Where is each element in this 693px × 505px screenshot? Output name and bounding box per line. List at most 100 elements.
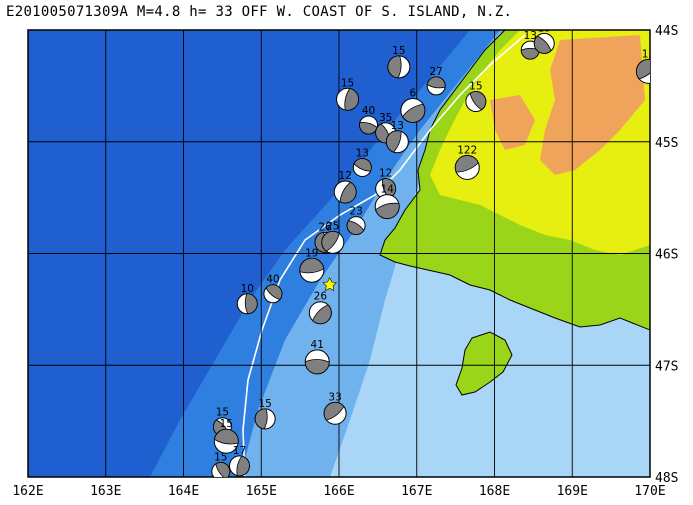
compressional-quadrant [323, 401, 345, 421]
focal-mechanism: 6 [400, 87, 426, 123]
focal-mechanism: 12 [333, 170, 357, 204]
focal-mechanism: 25 [321, 220, 345, 254]
depth-label: 15 [392, 45, 405, 57]
depth-label: 27 [430, 66, 443, 78]
focal-mechanism: 19 [299, 247, 325, 283]
depth-label: 14 [381, 184, 395, 196]
latitude-tick-label: 46S [655, 248, 678, 263]
longitude-tick-label: 166E [323, 484, 354, 499]
focal-mechanism: 13 [352, 147, 372, 177]
longitude-tick-label: 167E [401, 484, 432, 499]
depth-label: 23 [349, 206, 362, 218]
latitude-tick-labels: 44S 45S 46S 47S 48S [655, 24, 678, 486]
compressional-quadrant [344, 88, 359, 111]
focal-mechanism: 17 [228, 445, 250, 477]
depth-label: 6 [410, 87, 417, 99]
depth-label: 41 [311, 339, 324, 351]
longitude-tick-label: 163E [90, 484, 121, 499]
focal-mechanism: 122 [454, 144, 480, 180]
latitude-tick-label: 48S [655, 471, 678, 486]
focal-mechanism: 27 [426, 66, 446, 96]
longitude-tick-label: 168E [479, 484, 510, 499]
latitude-tick-label: 47S [655, 359, 678, 374]
focal-mechanism: 15 [387, 45, 411, 79]
depth-label: 40 [266, 274, 279, 286]
focal-mechanism: 23 [346, 206, 366, 236]
longitude-tick-label: 170E [634, 484, 665, 499]
focal-mechanism: 13 [385, 120, 409, 154]
focal-mechanism: 15 [254, 398, 276, 430]
compressional-quadrant [213, 428, 239, 445]
longitude-tick-label: 164E [168, 484, 199, 499]
longitude-tick-label: 162E [12, 484, 43, 499]
latitude-tick-label: 44S [655, 24, 678, 39]
compressional-quadrant [385, 130, 402, 153]
compressional-quadrant [402, 103, 426, 123]
compressional-quadrant [426, 76, 446, 89]
depth-label: 13 [356, 147, 369, 159]
focal-mechanism: 15 [211, 451, 231, 477]
depth-label: 35 [379, 112, 392, 124]
compressional-quadrant [254, 408, 268, 430]
focal-mechanism: 33 [323, 391, 347, 425]
compressional-quadrant [520, 47, 540, 60]
compressional-quadrant [236, 455, 250, 477]
compressional-quadrant [387, 55, 402, 79]
focal-mechanism: 14 [374, 184, 400, 220]
depth-label: 122 [457, 144, 477, 156]
depth-label: 12 [379, 168, 392, 180]
mountain-terrain [490, 95, 535, 150]
focal-mechanism: 40 [263, 274, 283, 304]
compressional-quadrant [321, 230, 340, 252]
compressional-quadrant [454, 155, 479, 173]
mainshock-layer [322, 277, 337, 292]
compressional-quadrant [469, 91, 487, 111]
depth-label: 15 [216, 407, 229, 419]
compressional-quadrant [346, 220, 365, 235]
depth-label: 15 [341, 77, 354, 89]
depth-label: 17 [233, 445, 246, 457]
map-title: E201005071309A M=4.8 h= 33 OFF W. COAST … [6, 4, 513, 20]
longitude-tick-label: 169E [557, 484, 588, 499]
compressional-quadrant [215, 462, 231, 477]
focal-mechanism: 26 [308, 291, 332, 325]
compressional-quadrant [304, 359, 330, 375]
depth-label: 15 [214, 451, 227, 463]
compressional-quadrant [636, 58, 650, 80]
compressional-quadrant [375, 202, 400, 219]
depth-label: 40 [362, 105, 375, 117]
alpine-fault [242, 34, 526, 477]
depth-label: 13 [524, 30, 537, 42]
focal-mechanism: 41 [304, 339, 330, 375]
focal-mechanism: 15 [533, 22, 555, 54]
depth-label: 33 [328, 391, 341, 403]
longitude-tick-label: 165E [246, 484, 277, 499]
depth-label: 26 [314, 291, 328, 303]
compressional-quadrant [339, 181, 357, 204]
depth-label: 15 [469, 81, 482, 93]
depth-label: 25 [326, 220, 339, 232]
latitude-tick-label: 45S [655, 136, 678, 151]
depth-label: 10 [241, 283, 254, 295]
depth-label: 12 [339, 170, 352, 182]
compressional-quadrant [265, 284, 283, 300]
depth-label: 12 [642, 48, 655, 60]
depth-label: 13 [391, 120, 404, 132]
mountain-terrain [540, 35, 645, 175]
focal-mechanism: 15 [336, 77, 360, 111]
mainshock-marker [322, 277, 337, 292]
focal-mechanism: 12 [635, 48, 655, 84]
depth-label: 15 [258, 398, 271, 410]
compressional-quadrant [299, 257, 325, 274]
focal-mechanism: 40 [359, 105, 379, 135]
longitude-tick-labels: 162E 163E 164E 165E 166E 167E 168E 169E 170E [12, 484, 665, 499]
compressional-quadrant [353, 158, 372, 172]
compressional-quadrant [312, 304, 332, 325]
compressional-quadrant [359, 121, 378, 135]
depth-label: 15 [220, 418, 233, 430]
depth-label: 15 [538, 22, 551, 34]
focal-mechanism: 15 [465, 81, 487, 113]
focal-mechanism: 12 [375, 168, 397, 200]
